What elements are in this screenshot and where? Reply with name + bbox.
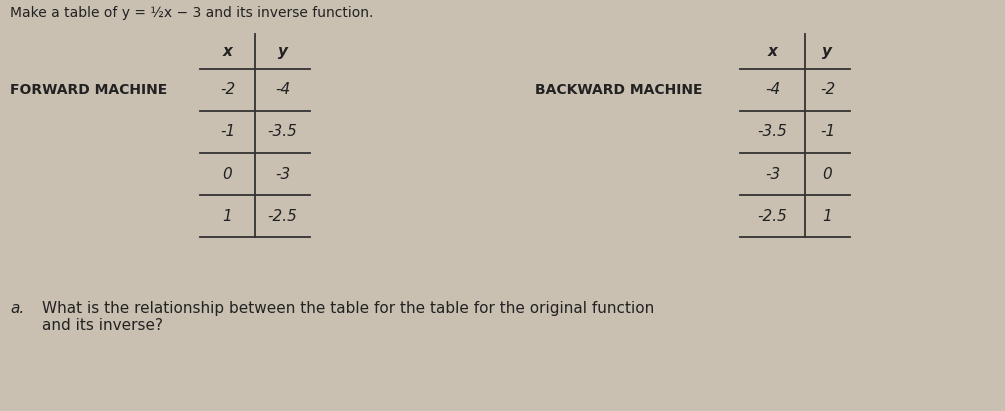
Text: x: x bbox=[768, 44, 778, 58]
Text: What is the relationship between the table for the table for the original functi: What is the relationship between the tab… bbox=[42, 301, 654, 333]
Text: -4: -4 bbox=[765, 83, 780, 97]
Text: -1: -1 bbox=[220, 125, 235, 139]
Text: Make a table of y = ½x − 3 and its inverse function.: Make a table of y = ½x − 3 and its inver… bbox=[10, 6, 374, 20]
Text: -2.5: -2.5 bbox=[758, 208, 788, 224]
Text: 0: 0 bbox=[223, 166, 232, 182]
Text: a.: a. bbox=[10, 301, 24, 316]
Text: -3: -3 bbox=[765, 166, 780, 182]
Text: -2.5: -2.5 bbox=[267, 208, 297, 224]
Text: 1: 1 bbox=[823, 208, 832, 224]
Text: FORWARD MACHINE: FORWARD MACHINE bbox=[10, 83, 167, 97]
Text: -3.5: -3.5 bbox=[267, 125, 297, 139]
Text: -3: -3 bbox=[275, 166, 290, 182]
Text: 1: 1 bbox=[223, 208, 232, 224]
Text: -2: -2 bbox=[820, 83, 835, 97]
Text: -3.5: -3.5 bbox=[758, 125, 788, 139]
Text: -4: -4 bbox=[275, 83, 290, 97]
Text: -2: -2 bbox=[220, 83, 235, 97]
Text: y: y bbox=[822, 44, 832, 58]
Text: 0: 0 bbox=[823, 166, 832, 182]
Text: x: x bbox=[222, 44, 232, 58]
Text: BACKWARD MACHINE: BACKWARD MACHINE bbox=[535, 83, 702, 97]
Text: -1: -1 bbox=[820, 125, 835, 139]
Text: y: y bbox=[277, 44, 287, 58]
